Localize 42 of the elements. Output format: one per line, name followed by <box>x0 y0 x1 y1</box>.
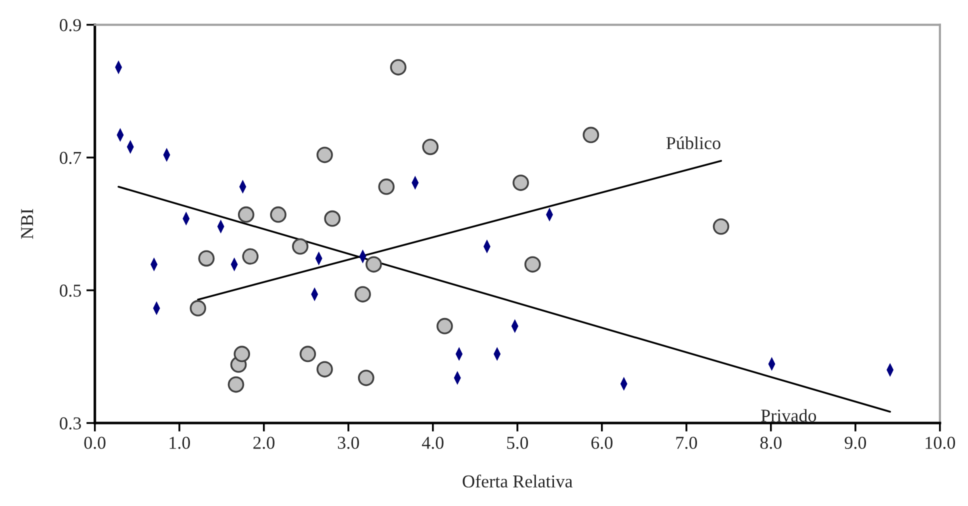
y-tick-label: 0.9 <box>60 19 81 32</box>
point <box>436 318 453 334</box>
point <box>300 346 316 362</box>
point <box>190 300 206 316</box>
point <box>316 146 333 164</box>
point <box>582 126 600 144</box>
x-tick-label: 0.0 <box>84 436 106 449</box>
x-tick-label: 9.0 <box>844 436 866 449</box>
point <box>238 206 254 223</box>
point <box>354 286 371 302</box>
point <box>422 138 439 156</box>
x-tick-label: 2.0 <box>253 436 274 449</box>
x-tick-label: 6.0 <box>591 436 612 449</box>
x-tick-label: 4.0 <box>422 436 444 449</box>
point <box>712 218 730 235</box>
x-tick-label: 8.0 <box>760 436 782 449</box>
point <box>390 59 406 76</box>
point <box>512 174 529 191</box>
x-tick-label: 7.0 <box>676 436 698 449</box>
point <box>366 256 382 273</box>
y-tick-label: 0.5 <box>60 284 81 297</box>
x-axis-title: Oferta Relativa <box>462 474 573 488</box>
point <box>198 250 215 267</box>
point <box>234 346 250 362</box>
point <box>358 370 374 386</box>
y-tick-label: 0.3 <box>60 417 81 430</box>
point <box>292 238 308 255</box>
series-label: Público <box>666 136 720 150</box>
point <box>324 210 341 227</box>
point <box>242 248 259 265</box>
y-tick-label: 0.7 <box>60 152 82 164</box>
point <box>228 376 244 393</box>
x-tick-label: 3.0 <box>338 436 359 449</box>
y-axis-title: NBI <box>21 208 34 239</box>
series-label: Privado <box>761 409 816 422</box>
point <box>524 256 541 273</box>
point <box>378 178 395 195</box>
x-tick-label: 1.0 <box>170 436 190 449</box>
point <box>270 206 286 223</box>
x-tick-label: 5.0 <box>507 436 528 449</box>
point <box>316 361 333 378</box>
x-tick-label: 10.0 <box>926 436 956 449</box>
